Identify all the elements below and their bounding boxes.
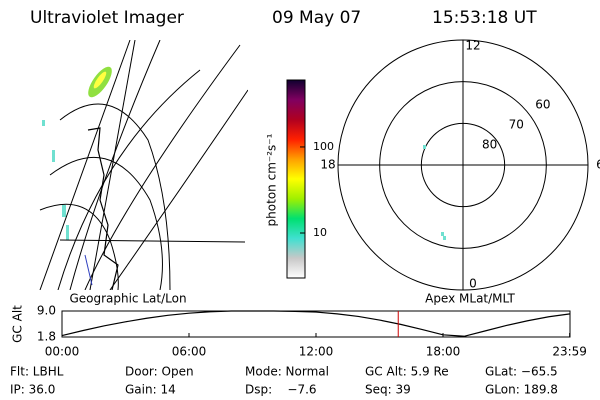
mlt-label: 12	[465, 39, 480, 53]
aurora-pixel	[441, 232, 444, 236]
info-field: Mode: Normal	[245, 365, 329, 379]
colorbar-tick-label: 100	[313, 140, 334, 153]
info-field: GLon: 189.8	[485, 383, 558, 397]
polar-ring	[337, 39, 589, 291]
map	[39, 40, 248, 290]
y-axis-label: GC Alt	[11, 305, 25, 343]
colorbar-label: photon cm⁻²s⁻¹	[265, 133, 279, 226]
aurora-pixel	[443, 236, 446, 240]
info-field: Seq: 39	[365, 383, 411, 397]
info-field: GLat: −65.5	[485, 365, 558, 379]
colorbar	[286, 79, 306, 279]
x-tick-label: 12:00	[299, 345, 334, 359]
info-field: IP: 36.0	[10, 383, 55, 397]
polar-ring-label: 60	[535, 97, 550, 111]
polar-ring-label: 70	[509, 117, 524, 131]
polar-label: Apex MLat/MLT	[425, 292, 515, 306]
mlt-label: 6	[596, 158, 600, 172]
polar-ring	[379, 81, 547, 249]
gc-alt-line	[61, 310, 571, 337]
info-field: Door: Open	[125, 365, 194, 379]
polar-ring	[420, 122, 506, 208]
aurora-pixel	[423, 145, 426, 149]
x-tick-label: 18:00	[426, 345, 461, 359]
date: 09 May 07	[272, 8, 361, 28]
map-label: Geographic Lat/Lon	[69, 292, 186, 306]
polar-ring-label: 80	[482, 137, 497, 151]
info-field: Flt: LBHL	[10, 365, 64, 379]
x-tick-label: 06:00	[172, 345, 207, 359]
time: 15:53:18 UT	[432, 8, 537, 28]
y-tick-label: 9.0	[37, 304, 56, 318]
info-field: Dsp: −7.6	[245, 383, 317, 397]
x-tick-label: 00:00	[45, 345, 80, 359]
info-field: GC Alt: 5.9 Re	[365, 365, 449, 379]
mlt-label: 0	[469, 277, 477, 291]
colorbar-tick-label: 10	[313, 226, 327, 239]
x-tick-label: 23:59	[552, 345, 587, 359]
info-field: Gain: 14	[125, 383, 176, 397]
mlt-label: 18	[320, 158, 335, 172]
y-tick-label: 1.8	[37, 330, 56, 344]
title: Ultraviolet Imager	[30, 8, 184, 28]
